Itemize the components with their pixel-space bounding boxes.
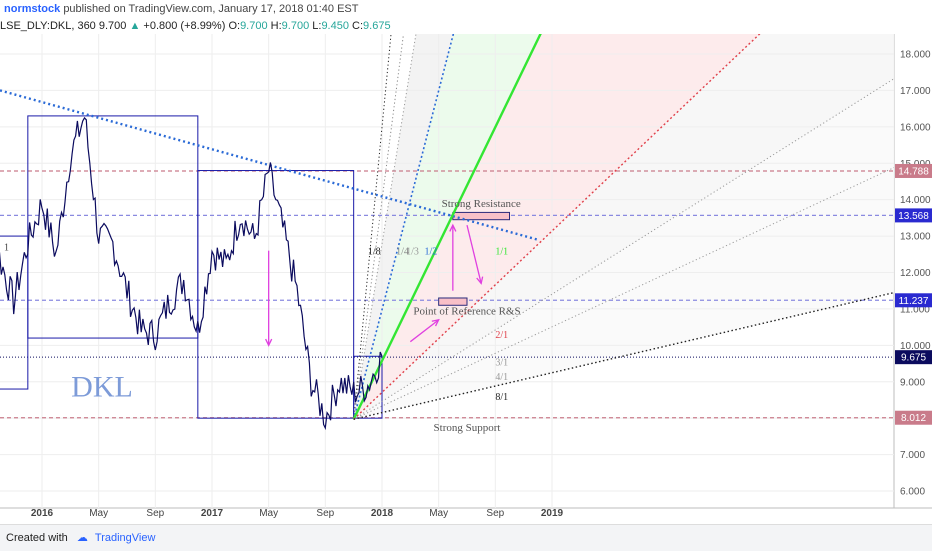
footer-bar: Created with ☁ TradingView xyxy=(0,524,932,551)
price-chart[interactable]: Strong Resistance Point of Reference R&S S… xyxy=(0,0,932,524)
y-tick-label: 17.000 xyxy=(900,86,931,97)
price-tag-label: 9.675 xyxy=(901,353,926,364)
x-tick-label: May xyxy=(89,508,108,519)
created-with-text: Created with xyxy=(6,532,68,544)
fan-line xyxy=(353,78,894,420)
low-value: 9.450 xyxy=(321,20,349,32)
magenta-arrow xyxy=(466,225,482,284)
tradingview-brand[interactable]: TradingView xyxy=(94,532,156,544)
y-tick-label: 13.000 xyxy=(900,232,931,243)
fan-label: 1/2 xyxy=(425,246,438,257)
price-tag xyxy=(895,410,932,425)
y-tick-label: 7.000 xyxy=(900,450,925,461)
x-tick-label: 2016 xyxy=(31,508,54,519)
high-label: H: xyxy=(270,20,282,32)
price-tag xyxy=(895,350,932,365)
y-tick-label: 10.000 xyxy=(900,341,931,352)
price-tag-label: 14.788 xyxy=(898,166,929,177)
price-tag xyxy=(895,208,932,223)
fan-label: 1/3 xyxy=(406,246,419,257)
box-label: 1 xyxy=(4,243,9,254)
zone-box xyxy=(452,211,511,221)
price-tag-label: 13.568 xyxy=(898,211,929,222)
fan-label: 2/1 xyxy=(495,330,508,341)
fan-line xyxy=(353,167,894,420)
y-tick-label: 12.000 xyxy=(900,268,931,279)
high-value: 9.700 xyxy=(281,20,310,32)
fan-zone-fill xyxy=(353,34,894,420)
price-tag-label: 8.012 xyxy=(901,413,926,424)
y-tick-label: 11.000 xyxy=(900,304,930,315)
fan-label: 1/1 xyxy=(495,246,508,257)
up-triangle-icon: ▲ xyxy=(129,20,141,32)
symbol-label: LSE_DLY:DKL, 360 xyxy=(0,20,96,32)
range-box xyxy=(27,115,199,339)
x-tick-label: May xyxy=(259,508,278,519)
published-text: published on TradingView.com, January 17… xyxy=(63,3,359,15)
fan-line xyxy=(352,34,542,420)
y-tick-label: 9.000 xyxy=(900,377,925,388)
arrowhead-icon xyxy=(476,276,484,285)
strong-resistance-label: Strong Resistance xyxy=(442,198,521,210)
price-line xyxy=(0,116,383,431)
x-tick-label: Sep xyxy=(316,508,334,519)
x-tick-label: 2018 xyxy=(371,508,394,519)
arrowhead-icon xyxy=(449,223,457,232)
price-tag-label: 11.237 xyxy=(899,296,929,307)
fan-label: 3/1 xyxy=(495,357,508,368)
y-tick-label: 6.000 xyxy=(900,487,925,498)
strong-support-label: Strong Support xyxy=(434,422,501,434)
price-tag xyxy=(895,293,932,308)
fan-label: 4/1 xyxy=(495,372,508,383)
downtrend-line xyxy=(0,89,539,241)
y-tick-label: 16.000 xyxy=(900,122,931,133)
x-tick-label: Sep xyxy=(146,508,164,519)
open-label: O: xyxy=(228,20,241,32)
x-tick-label: 2017 xyxy=(201,508,224,519)
close-label: C: xyxy=(352,20,364,32)
arrowhead-icon xyxy=(431,318,440,327)
publish-header: normstock published on TradingView.com, … xyxy=(0,0,932,18)
open-value: 9.700 xyxy=(240,20,268,32)
tradingview-logo-icon: ☁ xyxy=(76,532,88,544)
reference-label: Point of Reference R&S xyxy=(413,305,520,317)
close-value: 9.675 xyxy=(363,20,391,32)
symbol-bar: LSE_DLY:DKL, 360 9.700 ▲ +0.800 (+8.99%)… xyxy=(0,18,932,34)
arrowhead-icon xyxy=(265,338,273,347)
y-tick-label: 18.000 xyxy=(900,50,931,61)
fan-line xyxy=(353,291,894,420)
change-value: +0.800 (+8.99%) xyxy=(143,20,226,32)
x-tick-label: 2019 xyxy=(541,508,564,519)
low-label: L: xyxy=(312,20,322,32)
fan-label: 1/4 xyxy=(396,246,409,257)
range-box xyxy=(197,170,355,419)
y-tick-label: 14.000 xyxy=(900,195,931,206)
fan-label: 8/1 xyxy=(495,392,508,403)
last-price: 9.700 xyxy=(98,20,127,32)
x-tick-label: Sep xyxy=(486,508,504,519)
zone-box xyxy=(438,297,468,306)
price-tag xyxy=(895,163,932,178)
author-link[interactable]: normstock xyxy=(4,3,61,15)
chart-watermark: DKL xyxy=(71,370,133,403)
x-tick-label: May xyxy=(429,508,448,519)
fan-label: 1/8 xyxy=(368,246,381,257)
magenta-arrow xyxy=(409,319,440,343)
fan-zone-fill xyxy=(353,34,541,420)
